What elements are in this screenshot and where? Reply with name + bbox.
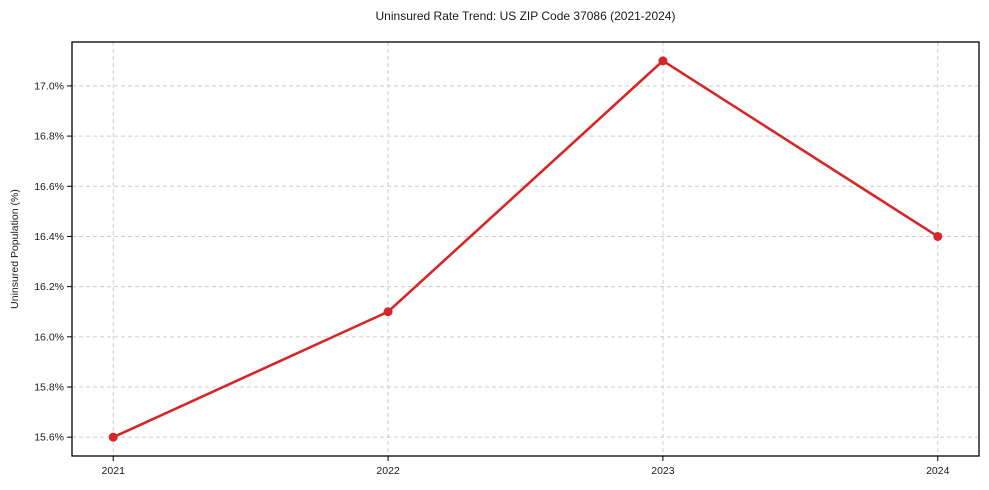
- chart-title: Uninsured Rate Trend: US ZIP Code 37086 …: [375, 9, 676, 23]
- data-point: [658, 56, 668, 66]
- x-tick-label: 2024: [926, 465, 950, 477]
- x-tick-label: 2022: [376, 465, 400, 477]
- trend-line: [111, 59, 940, 439]
- y-tick-label: 15.8%: [34, 382, 64, 394]
- y-tick-label: 16.6%: [34, 181, 64, 193]
- y-tick-label: 16.0%: [34, 331, 64, 343]
- y-tick-label: 16.4%: [34, 231, 64, 243]
- plot-frame: [71, 41, 980, 457]
- x-tick-label: 2021: [102, 465, 126, 477]
- data-point: [108, 432, 118, 442]
- x-tick-label: 2023: [651, 465, 675, 477]
- y-tick-label: 16.8%: [34, 131, 64, 143]
- y-tick-label: 16.2%: [34, 281, 64, 293]
- data-point: [933, 231, 943, 241]
- data-point: [383, 307, 393, 317]
- y-tick-label: 15.6%: [34, 432, 64, 444]
- y-tick-label: 17.0%: [34, 80, 64, 92]
